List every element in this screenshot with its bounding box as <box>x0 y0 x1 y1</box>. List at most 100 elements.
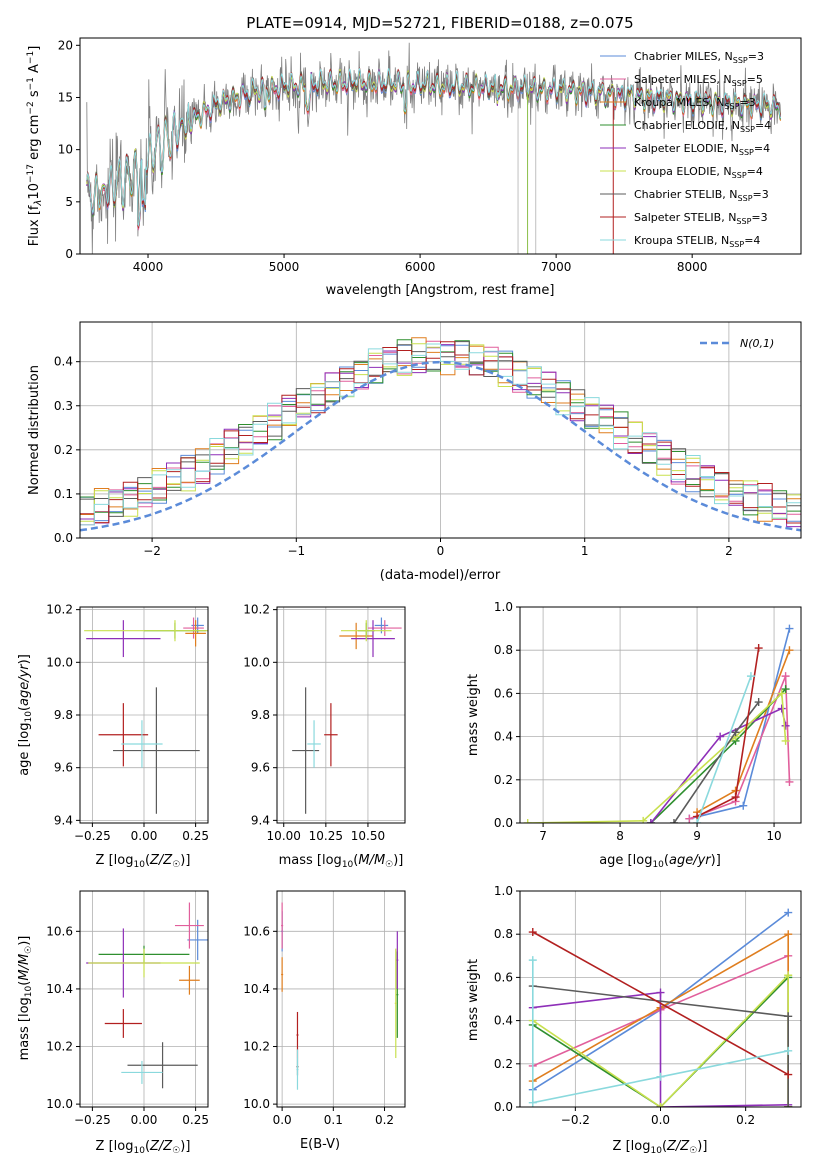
age-vs-mass-ytick-label-4: 10.2 <box>243 603 270 617</box>
age-vs-Z-marks <box>84 617 208 814</box>
age-vs-Z-ytick-label-1: 9.6 <box>54 761 73 775</box>
residuals-legend: N(0,1) <box>700 337 774 350</box>
mass-vs-EBV-xtick-label-2: 0.2 <box>375 1113 394 1127</box>
age-vs-mass-ytick-label-1: 9.6 <box>251 761 270 775</box>
mass-vs-EBV-marks <box>281 902 399 1090</box>
residuals-panel: −2 −1 0 1 2 0.0 0.1 0.2 0.3 0.4 <box>54 321 802 558</box>
residuals-ytick-label-4: 0.4 <box>54 355 73 369</box>
legend-label-8: Kroupa STELIB, NSSP=4 <box>634 234 760 249</box>
residual-histogram-8 <box>80 343 801 526</box>
ageM-xlabel: mass [log10(M/M☉)] <box>279 853 404 870</box>
legend-label-1: Salpeter MILES, NSSP=5 <box>634 73 763 88</box>
legend-label-6: Chabrier STELIB, NSSP=3 <box>634 188 769 203</box>
spectrum-xlabel: wavelength [Angstrom, rest frame] <box>326 283 555 298</box>
weight-vs-Z-series-8 <box>532 960 789 1104</box>
weight-vs-Z-point-0-2 <box>784 908 793 917</box>
spectrum-marks <box>86 42 782 254</box>
weight-vs-age-ytick-label-0: 0.0 <box>494 816 513 830</box>
mass-vs-EBV-xtick-label-0: 0.0 <box>273 1113 292 1127</box>
wAge-ylabel: mass weight <box>466 674 481 756</box>
age-vs-Z-ytick-label-0: 9.4 <box>54 813 73 827</box>
mass-vs-EBV-ytick-label-3: 10.6 <box>243 924 270 938</box>
weight-vs-age-ytick-label-1: 0.2 <box>494 773 513 787</box>
weight-vs-Z-ytick-label-1: 0.2 <box>494 1057 513 1071</box>
weight-vs-age-point-1-3 <box>785 777 794 786</box>
age-vs-Z-xtick-label-2: 0.25 <box>182 829 209 843</box>
weight-vs-age-point-0-1 <box>739 801 748 810</box>
residuals-xtick-label-2: 0 <box>437 544 445 558</box>
weight-vs-Z-point-6-2 <box>784 1103 793 1107</box>
weight-vs-age-point-6-1 <box>731 728 740 737</box>
age-vs-mass-marks <box>292 617 402 814</box>
gaussian-curve <box>80 360 801 532</box>
mE-xlabel: E(B-V) <box>300 1137 340 1152</box>
residuals-xtick-label-3: 1 <box>581 544 589 558</box>
spectrum-xtick-label-0: 4000 <box>133 260 164 274</box>
mass-vs-EBV-frame <box>276 890 406 1108</box>
spectrum-legend: Chabrier MILES, NSSP=3 Salpeter MILES, NS… <box>600 50 771 249</box>
spectrum-frame <box>79 37 802 255</box>
weight-vs-metallicity-panel: −0.2 0.0 0.2 0.0 0.2 0.4 0.6 0.8 1.0 <box>494 884 802 1127</box>
weight-vs-age-point-6-0 <box>669 819 678 823</box>
residuals-ytick-label-3: 0.3 <box>54 399 73 413</box>
weight-vs-age-ytick-label-2: 0.4 <box>494 730 513 744</box>
spectrum-ytick-label-4: 20 <box>58 38 73 52</box>
mass-vs-metallicity-panel: −0.25 0.00 0.25 10.0 10.2 10.4 10.6 <box>46 890 209 1127</box>
wZ-ylabel: mass weight <box>466 959 481 1041</box>
age-vs-Z-ytick-label-4: 10.2 <box>46 603 73 617</box>
weight-vs-age-point-3-2 <box>781 685 790 694</box>
weight-vs-age-series-8 <box>696 675 752 823</box>
weight-vs-age-point-6-2 <box>754 698 763 707</box>
weight-vs-age-point-5-3 <box>777 689 786 698</box>
legend-label-7: Salpeter STELIB, NSSP=3 <box>634 211 768 226</box>
weight-vs-Z-xtick-label-1: 0.0 <box>651 1113 670 1127</box>
residual-histogram-6 <box>80 341 801 517</box>
spectrum-ytick-label-3: 15 <box>58 90 73 104</box>
age-vs-mass-ytick-label-3: 10.0 <box>243 655 270 669</box>
weight-vs-Z-marks <box>528 908 793 1107</box>
residuals-ylabel: Normed distribution <box>27 365 42 495</box>
spectrum-ylabel: Flux [fλ10−17 erg cm−2 s−1 A−1] <box>26 46 44 247</box>
residuals-xtick-label-4: 2 <box>725 544 733 558</box>
spectrum-xtick-label-1: 5000 <box>269 260 300 274</box>
chart-title: PLATE=0914, MJD=52721, FIBERID=0188, z=0… <box>246 14 633 32</box>
weight-vs-age-xtick-label-0: 7 <box>539 829 547 843</box>
age-vs-mass-ytick-label-2: 9.8 <box>251 708 270 722</box>
weight-vs-Z-ytick-label-5: 1.0 <box>494 884 513 898</box>
residuals-ytick-label-2: 0.2 <box>54 443 73 457</box>
weight-vs-age-point-1-0 <box>685 814 694 823</box>
mass-vs-Z-ytick-label-2: 10.4 <box>46 982 73 996</box>
mass-vs-Z-ytick-label-3: 10.6 <box>46 924 73 938</box>
weight-vs-Z-xtick-label-0: −0.2 <box>561 1113 590 1127</box>
weight-vs-age-frame <box>519 606 802 824</box>
weight-vs-age-point-7-2 <box>754 644 763 653</box>
ageZ-xlabel: Z [log10(Z/Z☉)] <box>96 853 191 870</box>
weight-vs-age-point-0-2 <box>785 624 794 633</box>
wAge-xlabel: age [log10(age/yr)] <box>599 853 721 870</box>
spectrum-xtick-label-4: 8000 <box>677 260 708 274</box>
weight-vs-age-xtick-label-3: 10 <box>766 829 781 843</box>
mass-vs-Z-xtick-label-1: 0.00 <box>131 1113 158 1127</box>
weight-vs-Z-point-2-2 <box>784 930 793 939</box>
weight-vs-Z-point-6-1 <box>784 1012 793 1021</box>
gaussian-legend-label: N(0,1) <box>740 337 774 350</box>
mass-vs-Z-ytick-label-0: 10.0 <box>46 1097 73 1111</box>
legend-label-3: Chabrier ELODIE, NSSP=4 <box>634 119 771 134</box>
mass-vs-EBV-plot-area <box>277 891 405 1107</box>
weight-vs-Z-xtick-label-2: 0.2 <box>736 1113 755 1127</box>
weight-vs-age-point-5-4 <box>781 736 790 745</box>
weight-vs-Z-point-8-2 <box>656 1072 665 1081</box>
spectrum-ytick-label-2: 10 <box>58 143 73 157</box>
spectrum-xtick-label-3: 7000 <box>541 260 572 274</box>
weight-vs-Z-point-8-3 <box>784 1046 793 1055</box>
mass-vs-EBV-xtick-label-1: 0.1 <box>324 1113 343 1127</box>
mZ-ylabel: mass [log10(M/M☉)] <box>17 936 34 1061</box>
weight-vs-age-plot-area <box>520 607 801 823</box>
mass-vs-EBV-ytick-label-2: 10.4 <box>243 982 270 996</box>
legend-label-0: Chabrier MILES, NSSP=3 <box>634 50 764 65</box>
weight-vs-Z-ytick-label-2: 0.4 <box>494 1014 513 1028</box>
weight-vs-age-xtick-label-1: 8 <box>616 829 624 843</box>
mass-vs-Z-ytick-label-1: 10.2 <box>46 1040 73 1054</box>
weight-vs-age-point-8-0 <box>693 819 702 823</box>
weight-vs-Z-point-5-1 <box>656 1103 665 1107</box>
